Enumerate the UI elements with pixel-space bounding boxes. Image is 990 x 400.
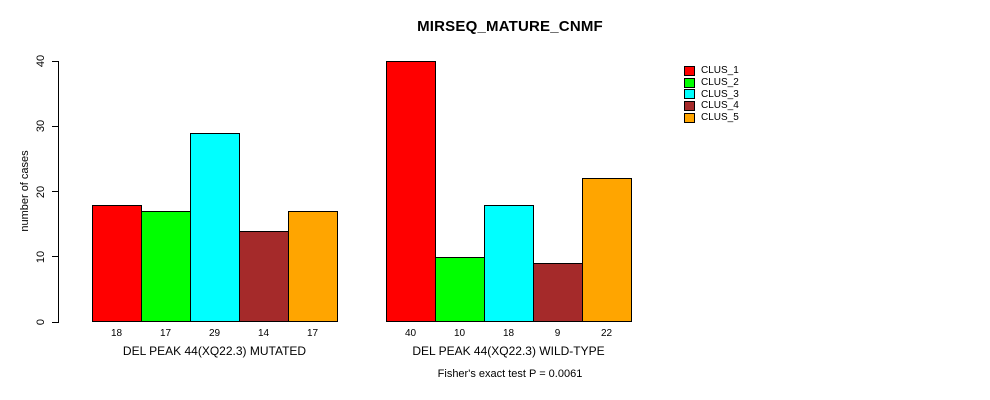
bar-value-label: 18 <box>502 328 515 339</box>
y-axis-line <box>58 61 59 323</box>
legend-label: CLUS_2 <box>701 77 739 89</box>
legend-swatch <box>684 89 695 100</box>
bar-value-label: 9 <box>554 328 561 339</box>
bar-clus_5-group2 <box>582 178 632 322</box>
bar-value-label: 14 <box>257 328 270 339</box>
legend-entry-clus_5: CLUS_5 <box>684 112 739 124</box>
y-axis-label: number of cases <box>19 150 31 232</box>
legend: CLUS_1 CLUS_2 CLUS_3 CLUS_4 CLUS_5 <box>684 65 739 123</box>
y-tick-mark <box>52 256 58 258</box>
bar-clus_5-group1 <box>288 211 338 322</box>
legend-swatch <box>684 65 695 76</box>
y-tick-label: 10 <box>35 250 47 263</box>
bar-clus_2-group1 <box>141 211 191 322</box>
bar-value-label: 10 <box>453 328 466 339</box>
legend-label: CLUS_3 <box>701 88 739 100</box>
y-tick-mark <box>52 125 58 127</box>
group-label: DEL PEAK 44(XQ22.3) WILD-TYPE <box>412 344 605 358</box>
bar-value-label: 17 <box>159 328 172 339</box>
y-tick-label: 40 <box>35 54 47 68</box>
bar-value-label: 22 <box>600 328 613 339</box>
bar-clus_3-group2 <box>484 205 534 322</box>
legend-label: CLUS_4 <box>701 100 739 112</box>
legend-swatch <box>684 112 695 123</box>
y-tick-mark <box>52 321 58 323</box>
legend-label: CLUS_5 <box>701 112 739 124</box>
legend-swatch <box>684 77 695 88</box>
legend-entry-clus_2: CLUS_2 <box>684 77 739 89</box>
bar-value-label: 17 <box>306 328 319 339</box>
y-tick-mark <box>52 60 58 62</box>
bar-value-label: 29 <box>208 328 221 339</box>
y-tick-label: 20 <box>35 185 47 198</box>
legend-entry-clus_4: CLUS_4 <box>684 100 739 112</box>
y-tick-label: 30 <box>35 120 47 133</box>
bar-value-label: 40 <box>404 328 417 339</box>
bar-value-label: 18 <box>110 328 123 339</box>
bar-clus_1-group2 <box>386 61 436 322</box>
legend-swatch <box>684 100 695 111</box>
legend-entry-clus_1: CLUS_1 <box>684 65 739 77</box>
bar-clus_1-group1 <box>92 205 142 322</box>
y-tick-mark <box>52 191 58 192</box>
bar-clus_4-group1 <box>239 231 289 322</box>
group-label: DEL PEAK 44(XQ22.3) MUTATED <box>122 344 307 358</box>
chart-title: MIRSEQ_MATURE_CNMF <box>417 18 603 35</box>
bar-clus_2-group2 <box>435 257 485 322</box>
legend-entry-clus_3: CLUS_3 <box>684 88 739 100</box>
y-tick-label: 0 <box>35 318 47 326</box>
fisher-test-annotation: Fisher's exact test P = 0.0061 <box>437 368 583 380</box>
bar-clus_3-group1 <box>190 133 240 322</box>
bar-clus_4-group2 <box>533 263 583 322</box>
legend-label: CLUS_1 <box>701 65 739 77</box>
